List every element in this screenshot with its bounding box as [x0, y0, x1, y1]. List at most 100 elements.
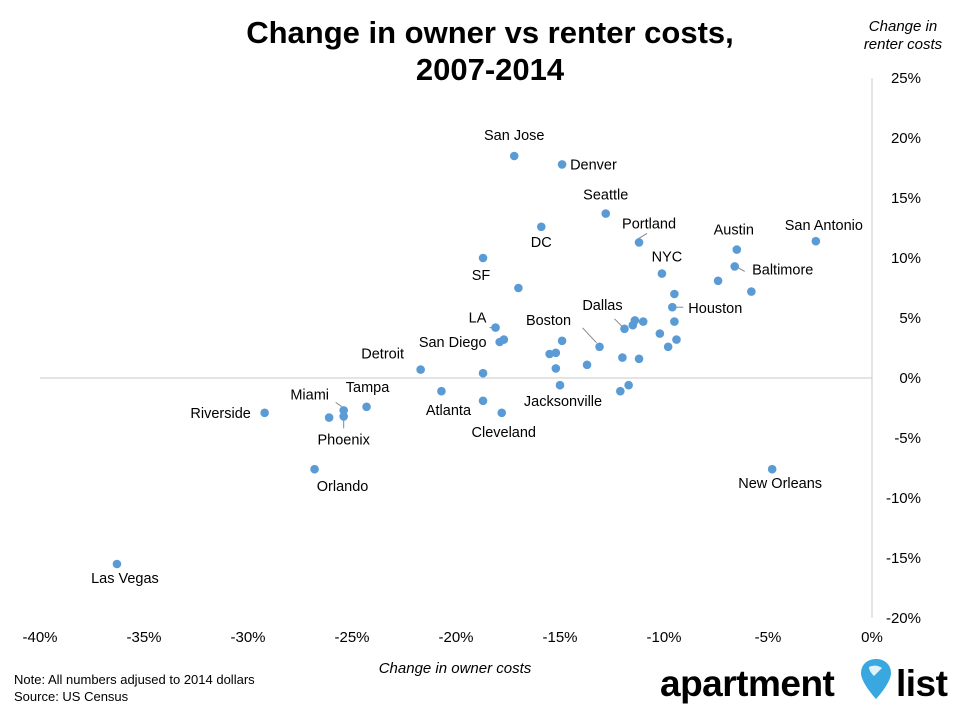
data-point: [634, 354, 644, 364]
data-points: [112, 151, 821, 569]
point-label: DC: [531, 235, 552, 251]
data-point: [339, 412, 348, 421]
point-label: Tampa: [346, 380, 390, 396]
y-tick-label: 25%: [891, 70, 921, 87]
leader-line: [582, 327, 597, 344]
chart-title: Change in owner vs renter costs, 2007-20…: [170, 14, 810, 88]
data-point: [624, 380, 633, 390]
data-point: [713, 276, 723, 286]
y-tick-label: 10%: [891, 250, 921, 267]
point-label: NYC: [652, 250, 683, 266]
data-point: [491, 323, 500, 332]
y-tick-label: 0%: [899, 370, 921, 387]
point-label: New Orleans: [738, 476, 822, 492]
data-point: [324, 413, 334, 422]
point-label: Portland: [622, 216, 676, 232]
point-label: Atlanta: [426, 403, 472, 419]
map-pin-icon: [861, 659, 891, 699]
point-label: Detroit: [361, 347, 404, 363]
data-point: [478, 368, 488, 378]
footnote: Note: All numbers adjused to 2014 dollar…: [14, 671, 255, 705]
x-tick-label: -15%: [542, 629, 577, 646]
point-labels: San Jose Denver Seattle DC Portland Austin San…: [91, 128, 863, 587]
data-point: [638, 317, 648, 326]
y-tick-label: -20%: [886, 610, 921, 627]
data-point: [514, 283, 523, 293]
point-label: San Diego: [419, 335, 487, 351]
data-point: [582, 360, 592, 370]
data-point: [655, 329, 665, 338]
data-point: [634, 238, 644, 247]
footnote-source: Source: US Census: [14, 689, 129, 704]
x-tick-label: 0%: [861, 629, 883, 646]
logo-text-list: list: [896, 663, 948, 704]
data-point: [767, 464, 777, 474]
data-point: [478, 253, 488, 263]
data-point: [362, 402, 371, 412]
data-point: [555, 380, 565, 390]
point-label: Houston: [688, 301, 742, 317]
data-point: [557, 160, 567, 169]
point-label: Seattle: [583, 188, 628, 204]
point-label: Riverside: [190, 406, 250, 422]
data-point: [509, 151, 519, 161]
leader-line: [614, 318, 623, 328]
data-point: [416, 365, 425, 374]
data-point: [112, 559, 122, 569]
data-point: [339, 406, 348, 415]
data-point: [478, 396, 488, 406]
data-point: [616, 386, 625, 396]
data-point: [668, 302, 677, 312]
point-label: San Jose: [484, 128, 544, 144]
point-label: San Antonio: [785, 218, 863, 234]
y-tick-label: -15%: [886, 550, 921, 567]
x-tick-labels: -40% -35% -30% -25% -20% -15% -10% -5% 0%: [22, 629, 882, 646]
y-tick-label: -5%: [894, 430, 921, 447]
data-point: [551, 364, 561, 373]
data-point: [670, 317, 679, 326]
data-point: [670, 289, 679, 299]
x-tick-label: -30%: [230, 629, 265, 646]
data-point: [618, 353, 627, 362]
x-tick-label: -25%: [334, 629, 369, 646]
data-point: [747, 287, 756, 296]
data-point: [545, 349, 554, 359]
point-label: Las Vegas: [91, 571, 159, 587]
x-tick-label: -20%: [438, 629, 473, 646]
y-tick-label: 20%: [891, 130, 921, 147]
point-label: Austin: [714, 223, 754, 239]
leader-line: [737, 266, 745, 272]
y-tick-label: 15%: [891, 190, 921, 207]
data-point: [601, 209, 611, 218]
point-label: Orlando: [317, 479, 369, 495]
data-point: [730, 262, 740, 271]
chart-title-line-2: 2007-2014: [415, 52, 565, 87]
point-label: Denver: [570, 157, 617, 173]
y-tick-label: 5%: [899, 310, 921, 327]
point-label: Dallas: [582, 298, 622, 314]
data-point: [628, 320, 638, 330]
footnote-note: Note: All numbers adjused to 2014 dollar…: [14, 672, 255, 687]
y-axis-label: Change in renter costs: [838, 18, 968, 54]
data-point: [536, 222, 546, 232]
data-point: [495, 337, 504, 347]
y-axis-label-line-2: renter costs: [863, 36, 943, 53]
point-label: Miami: [290, 387, 329, 403]
data-point: [310, 464, 319, 474]
point-label: LA: [469, 311, 487, 327]
x-tick-label: -35%: [126, 629, 161, 646]
data-point: [663, 342, 673, 352]
data-point: [497, 408, 507, 418]
leader-line: [335, 401, 343, 408]
point-label: SF: [472, 268, 491, 284]
data-point: [672, 335, 681, 344]
data-point: [657, 269, 667, 278]
x-axis-label: Change in owner costs: [378, 660, 532, 677]
data-point: [260, 408, 269, 418]
point-label: Cleveland: [472, 425, 537, 441]
data-point: [557, 336, 567, 346]
x-tick-label: -40%: [22, 629, 57, 646]
data-point: [620, 324, 629, 334]
data-point: [437, 386, 446, 396]
